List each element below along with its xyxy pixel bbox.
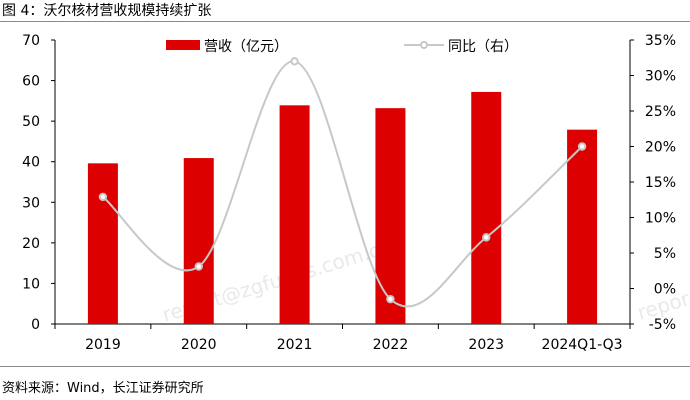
watermark-layer: report@zgfunds.com.cn repor [159,234,690,327]
y-right-tick-label: 20% [645,140,676,156]
x-tick-label: 2023 [468,337,504,353]
y-left-tick-label: 0 [31,317,40,333]
x-tick-label: 2024Q1-Q3 [542,337,623,353]
y-right-tick-label: 25% [645,104,676,120]
legend: 营收（亿元） 同比（右） [166,39,518,55]
legend-label-revenue: 营收（亿元） [204,39,288,55]
revenue-bar [279,105,310,324]
y-right-tick-label: 35% [645,33,676,49]
y-left-tick-label: 70 [22,33,40,49]
legend-label-yoy: 同比（右） [448,39,518,55]
revenue-bar [183,158,214,324]
source-rule [0,366,690,367]
source-note: 资料来源：Wind，长江证券研究所 [2,381,204,396]
y-right-tick-label: 5% [654,246,676,262]
revenue-bar [471,91,502,324]
yoy-point [290,57,299,66]
axes [51,39,634,329]
x-tick-label: 2021 [277,337,313,353]
y-right-tick-label: 10% [645,211,676,227]
revenue-bar [567,129,598,324]
revenue-chart: report@zgfunds.com.cn repor 0 10 20 30 40 50 6… [22,33,690,353]
yoy-point [482,233,491,242]
x-tick-label: 2020 [181,337,217,353]
revenue-bar [375,108,406,324]
figure-title: 图 4：沃尔核材营收规模持续扩张 [2,3,212,19]
yoy-line [98,57,587,308]
x-tick-label: 2019 [85,337,121,353]
yoy-point [386,294,395,304]
y-left-tick-label: 50 [22,114,40,130]
revenue-bar [87,163,118,324]
yoy-point [98,192,108,202]
y-left-tick-label: 10 [22,276,40,292]
tick-labels: 0 10 20 30 40 50 60 70 -5% 0% 5% 10% 15% 20% 25% 30% 35%… [22,33,676,353]
title-rule [0,21,690,22]
yoy-point [194,262,203,271]
y-left-tick-label: 30 [22,195,40,211]
y-right-tick-label: -5% [649,317,676,333]
x-tick-label: 2022 [373,337,409,353]
y-right-tick-label: 15% [645,175,676,191]
revenue-bars [87,91,598,324]
y-right-tick-label: 30% [645,69,676,85]
y-right-tick-label: 0% [654,282,676,298]
y-left-tick-label: 20 [22,236,40,252]
yoy-point [577,142,587,151]
y-left-tick-label: 40 [22,155,40,171]
y-left-tick-label: 60 [22,74,40,90]
legend-marker-yoy [420,41,428,49]
legend-swatch-revenue [166,40,200,50]
